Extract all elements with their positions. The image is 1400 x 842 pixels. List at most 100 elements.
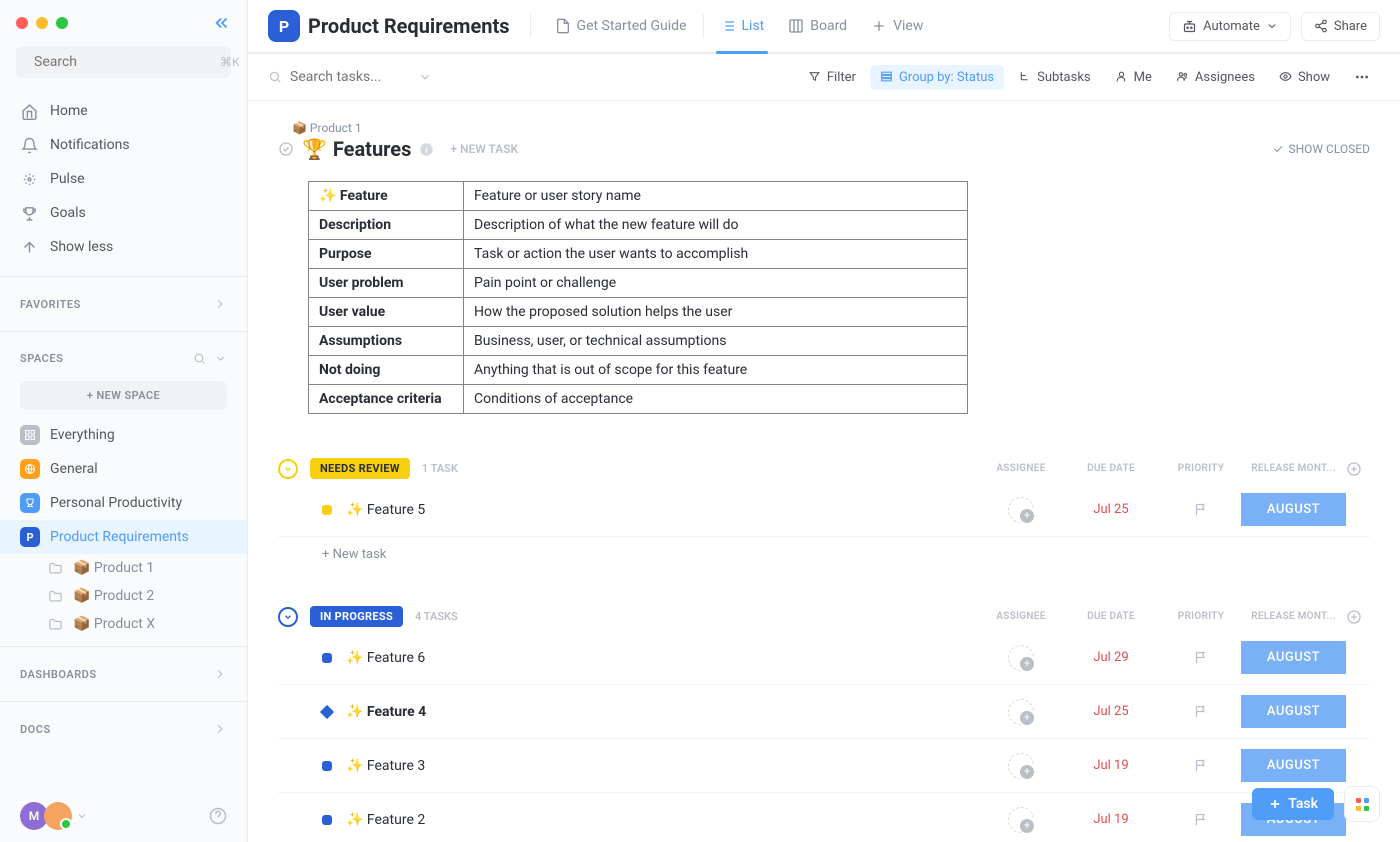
due-date-cell[interactable]: Jul 25	[1061, 502, 1161, 517]
assignee-cell[interactable]	[981, 645, 1061, 671]
workspace-badge[interactable]: P	[268, 10, 300, 42]
tab-board[interactable]: Board	[776, 10, 859, 42]
user-avatar-2[interactable]	[44, 802, 72, 830]
nav-item-pulse[interactable]: Pulse	[8, 162, 239, 196]
nav-item-home[interactable]: Home	[8, 94, 239, 128]
automate-button[interactable]: Automate	[1169, 12, 1291, 41]
priority-cell[interactable]	[1161, 704, 1241, 719]
info-icon[interactable]	[419, 142, 434, 157]
col-header-due[interactable]: DUE DATE	[1061, 463, 1161, 474]
share-button[interactable]: Share	[1301, 12, 1380, 41]
space-item-general[interactable]: General	[0, 452, 247, 486]
task-status-icon[interactable]	[322, 653, 332, 663]
group-toggle[interactable]	[278, 607, 298, 627]
task-row[interactable]: ✨ Feature 4 Jul 25 AUGUST	[278, 685, 1370, 739]
col-header-assignee[interactable]: ASSIGNEE	[981, 463, 1061, 474]
release-cell[interactable]: AUGUST	[1241, 641, 1346, 674]
due-date-cell[interactable]: Jul 19	[1061, 812, 1161, 827]
nav-item-notifications[interactable]: Notifications	[8, 128, 239, 162]
chip-filter[interactable]: Filter	[798, 65, 866, 90]
col-header-due[interactable]: DUE DATE	[1061, 611, 1161, 622]
maximize-window-dot[interactable]	[56, 17, 68, 29]
priority-cell[interactable]	[1161, 502, 1241, 517]
chevron-down-icon[interactable]	[214, 352, 227, 365]
assignee-cell[interactable]	[981, 699, 1061, 725]
chip-assignees[interactable]: Assignees	[1166, 65, 1265, 90]
task-status-icon[interactable]	[322, 505, 332, 515]
nav-item-show-less[interactable]: Show less	[8, 230, 239, 264]
priority-cell[interactable]	[1161, 758, 1241, 773]
priority-cell[interactable]	[1161, 650, 1241, 665]
sidebar-search[interactable]: ⌘K	[16, 46, 231, 78]
task-row[interactable]: ✨ Feature 3 Jul 19 AUGUST	[278, 739, 1370, 793]
release-cell[interactable]: AUGUST	[1241, 695, 1346, 728]
new-task-inline-button[interactable]: + NEW TASK	[450, 142, 518, 156]
task-status-icon[interactable]	[322, 761, 332, 771]
collapse-sidebar-button[interactable]	[213, 14, 231, 32]
chevron-down-icon[interactable]	[418, 70, 432, 84]
space-item-product-requirements[interactable]: PProduct Requirements	[0, 520, 247, 554]
col-header-release[interactable]: RELEASE MONT...	[1241, 611, 1346, 622]
tab-list[interactable]: List	[708, 10, 777, 42]
due-date-cell[interactable]: Jul 25	[1061, 704, 1161, 719]
status-pill[interactable]: NEEDS REVIEW	[310, 458, 410, 479]
task-row[interactable]: ✨ Feature 6 Jul 29 AUGUST	[278, 631, 1370, 685]
sidebar-search-input[interactable]	[34, 54, 212, 70]
space-item-everything[interactable]: Everything	[0, 418, 247, 452]
apps-fab[interactable]	[1344, 786, 1380, 822]
col-header-assignee[interactable]: ASSIGNEE	[981, 611, 1061, 622]
task-row[interactable]: ✨ Feature 2 Jul 19 AUGUST	[278, 793, 1370, 842]
tab-get-started-guide[interactable]: Get Started Guide	[543, 10, 699, 42]
spaces-header[interactable]: SPACES	[0, 340, 247, 377]
folder-item[interactable]: 📦 Product X	[0, 610, 247, 638]
space-item-personal-productivity[interactable]: Personal Productivity	[0, 486, 247, 520]
close-window-dot[interactable]	[16, 17, 28, 29]
favorites-header[interactable]: FAVORITES	[0, 285, 247, 323]
assignee-cell[interactable]	[981, 497, 1061, 523]
release-cell[interactable]: AUGUST	[1241, 749, 1346, 782]
new-task-fab[interactable]: Task	[1252, 788, 1334, 820]
chip-group-by[interactable]: Group by: Status	[870, 65, 1004, 90]
col-header-priority[interactable]: PRIORITY	[1161, 611, 1241, 622]
folder-item[interactable]: 📦 Product 1	[0, 554, 247, 582]
task-name[interactable]: ✨ Feature 5	[346, 502, 981, 518]
chip-me[interactable]: Me	[1105, 65, 1162, 90]
help-icon[interactable]	[209, 807, 227, 825]
task-status-icon[interactable]	[320, 704, 334, 718]
dashboards-header[interactable]: DASHBOARDS	[0, 655, 247, 693]
new-space-button[interactable]: + NEW SPACE	[20, 381, 227, 410]
col-header-priority[interactable]: PRIORITY	[1161, 463, 1241, 474]
due-date-cell[interactable]: Jul 19	[1061, 758, 1161, 773]
task-status-icon[interactable]	[322, 815, 332, 825]
docs-header[interactable]: DOCS	[0, 710, 247, 748]
chip-show[interactable]: Show	[1269, 65, 1340, 90]
priority-cell[interactable]	[1161, 812, 1241, 827]
task-search[interactable]	[268, 69, 468, 85]
more-button[interactable]	[1344, 64, 1380, 90]
tab-view[interactable]: View	[859, 10, 935, 42]
search-icon[interactable]	[193, 352, 206, 365]
task-name[interactable]: ✨ Feature 6	[346, 650, 981, 666]
breadcrumb[interactable]: 📦 Product 1	[292, 121, 1370, 135]
status-pill[interactable]: IN PROGRESS	[310, 606, 403, 627]
folder-item[interactable]: 📦 Product 2	[0, 582, 247, 610]
show-closed-button[interactable]: SHOW CLOSED	[1272, 142, 1370, 156]
minimize-window-dot[interactable]	[36, 17, 48, 29]
collapse-list-icon[interactable]	[278, 141, 294, 157]
new-task-row[interactable]: + New task	[278, 537, 1370, 572]
chevron-down-icon[interactable]	[76, 810, 88, 822]
task-search-input[interactable]	[290, 69, 410, 85]
task-row[interactable]: ✨ Feature 5 Jul 25 AUGUST	[278, 483, 1370, 537]
add-column-button[interactable]	[1346, 461, 1370, 477]
assignee-cell[interactable]	[981, 807, 1061, 833]
task-name[interactable]: ✨ Feature 3	[346, 758, 981, 774]
group-toggle[interactable]	[278, 459, 298, 479]
task-name[interactable]: ✨ Feature 4	[346, 704, 981, 720]
due-date-cell[interactable]: Jul 29	[1061, 650, 1161, 665]
chip-subtasks[interactable]: Subtasks	[1008, 65, 1101, 90]
task-name[interactable]: ✨ Feature 2	[346, 812, 981, 828]
assignee-cell[interactable]	[981, 753, 1061, 779]
nav-item-goals[interactable]: Goals	[8, 196, 239, 230]
add-column-button[interactable]	[1346, 609, 1370, 625]
col-header-release[interactable]: RELEASE MONT...	[1241, 463, 1346, 474]
